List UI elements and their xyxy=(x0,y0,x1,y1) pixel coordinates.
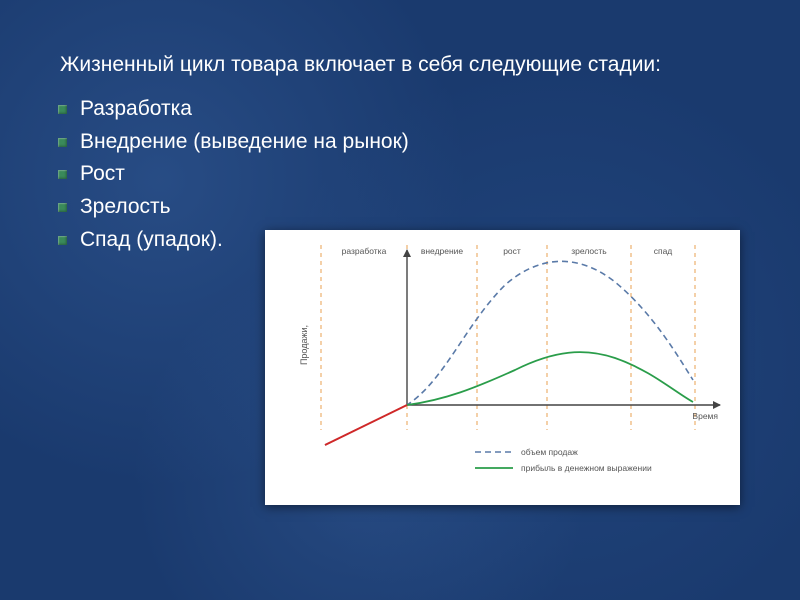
svg-text:зрелость: зрелость xyxy=(571,246,607,256)
svg-text:объем продаж: объем продаж xyxy=(521,447,578,457)
svg-text:рост: рост xyxy=(503,246,521,256)
svg-text:внедрение: внедрение xyxy=(421,246,464,256)
svg-text:прибыль в денежном выражении: прибыль в денежном выражении xyxy=(521,463,652,473)
svg-text:Время: Время xyxy=(692,411,718,421)
slide-heading: Жизненный цикл товара включает в себя сл… xyxy=(40,50,760,79)
svg-text:Продажи,: Продажи, xyxy=(299,325,309,365)
list-item: Зрелость xyxy=(40,191,760,224)
svg-text:спад: спад xyxy=(654,246,673,256)
svg-text:разработка: разработка xyxy=(342,246,387,256)
list-item: Рост xyxy=(40,158,760,191)
list-item: Внедрение (выведение на рынок) xyxy=(40,126,760,159)
lifecycle-chart: разработка внедрение рост зрелость спад Прода… xyxy=(265,230,740,505)
list-item: Разработка xyxy=(40,93,760,126)
